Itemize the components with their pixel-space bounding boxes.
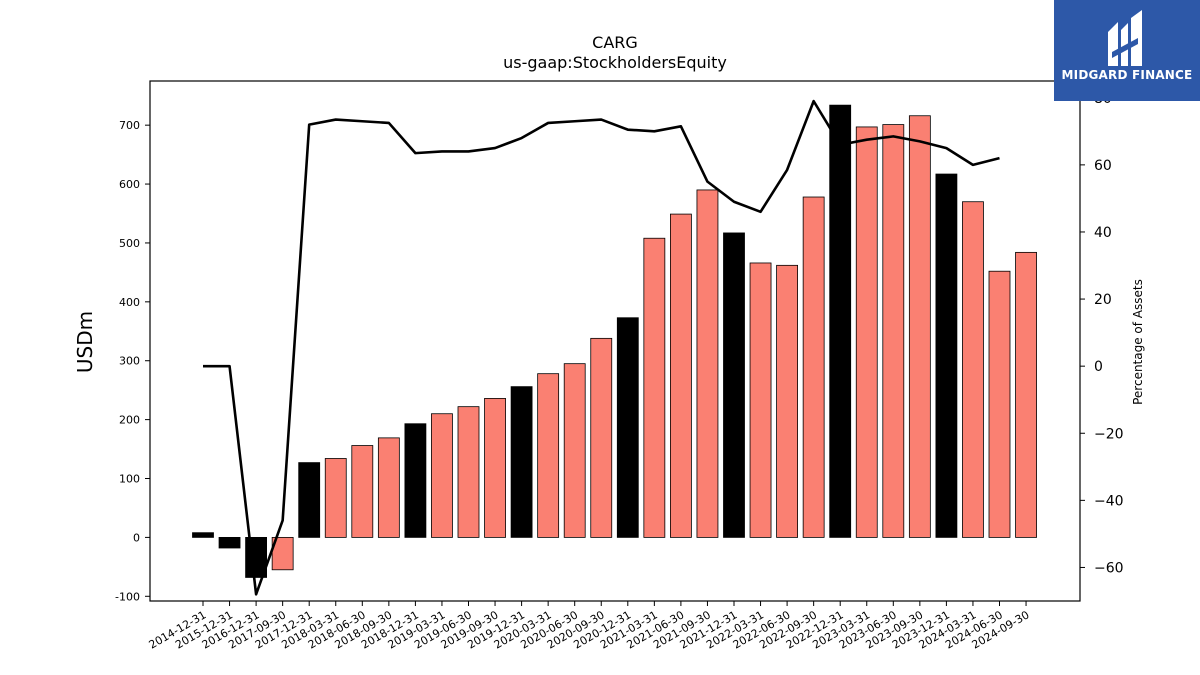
- y-tick-label: 700: [119, 119, 140, 132]
- bar: [670, 213, 692, 538]
- bar: [351, 445, 374, 538]
- y2-tick-label: 20: [1094, 292, 1112, 308]
- brand-logo: MIDGARD FINANCE: [1054, 0, 1200, 101]
- y-tick-label: 400: [119, 296, 140, 309]
- bar: [749, 262, 772, 538]
- bar: [457, 406, 480, 538]
- bar: [802, 196, 825, 538]
- bar: [988, 270, 1011, 538]
- bar: [590, 337, 613, 538]
- chart-title: CARG: [592, 33, 638, 52]
- bar: [377, 437, 400, 538]
- y-tick-label: 500: [119, 237, 140, 250]
- bar: [510, 386, 533, 538]
- bar: [616, 317, 639, 538]
- bar: [298, 462, 321, 538]
- bar: [1015, 251, 1037, 538]
- y2-tick-label: −60: [1094, 560, 1124, 576]
- bar: [776, 264, 798, 538]
- bar: [829, 104, 852, 538]
- y2-tick-label: −20: [1094, 426, 1124, 442]
- y-tick-label: 200: [119, 414, 140, 427]
- bar: [696, 189, 719, 538]
- bar: [484, 398, 506, 538]
- chart-subtitle: us-gaap:StockholdersEquity: [503, 53, 727, 72]
- y2-tick-label: 0: [1094, 359, 1103, 375]
- bar: [192, 532, 214, 538]
- percentage-line: [203, 99, 1000, 596]
- bar: [404, 423, 427, 538]
- bar: [271, 536, 294, 571]
- brand-name: MIDGARD FINANCE: [1061, 68, 1193, 82]
- bar: [935, 173, 958, 538]
- y-tick-label: 100: [119, 473, 140, 486]
- plot-area: -100 0 100 200 300 400 500 600 700 −60 −40 −20 0 20 40…: [115, 80, 1124, 652]
- y-tick-label: -100: [115, 590, 140, 603]
- bar: [723, 232, 745, 538]
- bar: [563, 363, 586, 538]
- bar: [908, 115, 931, 538]
- y-axis-label: USDm: [73, 311, 97, 373]
- bar: [643, 237, 666, 538]
- y-tick-label: 0: [133, 531, 140, 544]
- bar: [855, 126, 878, 538]
- y-tick-label: 600: [119, 178, 140, 191]
- bar: [324, 458, 347, 538]
- bar: [431, 413, 453, 538]
- bar: [218, 536, 241, 549]
- bar: [882, 124, 905, 538]
- bar: [537, 373, 560, 538]
- y2-tick-label: 40: [1094, 225, 1112, 241]
- y2-tick-label: 60: [1094, 158, 1112, 174]
- y2-axis-label: Percentage of Assets: [1131, 279, 1145, 405]
- plot-frame: [149, 80, 1081, 602]
- midgard-logo-icon: [1108, 10, 1142, 66]
- y2-tick-label: −40: [1094, 493, 1124, 509]
- bar: [962, 201, 984, 538]
- y-tick-label: 300: [119, 355, 140, 368]
